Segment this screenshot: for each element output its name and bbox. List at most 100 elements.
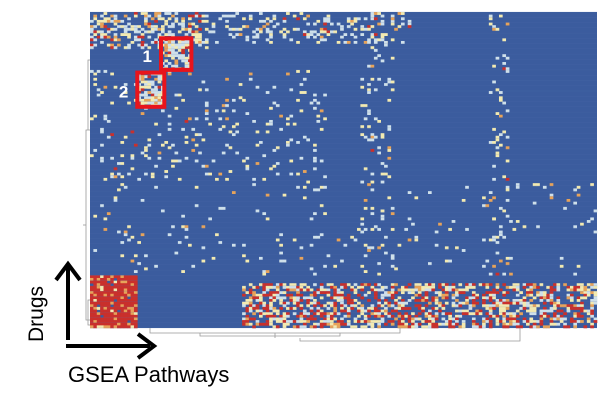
heatmap-cell (336, 299, 341, 302)
heatmap-cell (90, 27, 94, 31)
heatmap-cell (455, 291, 459, 295)
heatmap-cell (580, 291, 584, 295)
heatmap-cell (566, 293, 571, 297)
heatmap-cell (123, 322, 128, 326)
heatmap-cell (242, 312, 246, 316)
heatmap-cell (387, 175, 392, 179)
heatmap-cell (390, 283, 395, 287)
heatmap-cell (157, 93, 162, 97)
heatmap-cell (100, 35, 104, 39)
heatmap-cell (319, 291, 324, 295)
heatmap-cell (522, 285, 527, 289)
heatmap-cell (593, 296, 598, 300)
heatmap-cell (106, 17, 111, 21)
heatmap-cell (488, 304, 493, 308)
heatmap-cell (279, 251, 283, 255)
heatmap-cell (323, 317, 327, 321)
heatmap-cell (299, 306, 304, 310)
heatmap-cell (198, 40, 202, 44)
heatmap-cell (509, 317, 513, 321)
heatmap-cell (117, 283, 121, 287)
heatmap-cell (154, 19, 158, 23)
heatmap-cell (302, 288, 307, 292)
heatmap-cell (110, 38, 114, 42)
heatmap-cell (316, 291, 321, 295)
heatmap-cell (407, 317, 412, 321)
heatmap-cell (539, 283, 544, 287)
heatmap-cell (130, 309, 135, 313)
heatmap-cell (512, 312, 517, 316)
heatmap-cell (272, 291, 277, 295)
heatmap-cell (123, 320, 128, 324)
heatmap-cell (515, 220, 520, 223)
heatmap-cell (133, 277, 138, 281)
heatmap-cell (438, 291, 442, 295)
heatmap-cell (407, 22, 412, 26)
heatmap-cell (96, 299, 101, 302)
heatmap-cell (106, 283, 111, 287)
heatmap-cell (485, 320, 490, 324)
heatmap-cell (177, 46, 182, 50)
heatmap-cell (130, 154, 135, 158)
heatmap-cell (204, 112, 209, 115)
heatmap-cell (157, 96, 162, 100)
heatmap-cell (167, 43, 172, 47)
heatmap-cell (103, 309, 108, 313)
heatmap-cell (451, 301, 456, 305)
heatmap-cell (144, 85, 148, 89)
heatmap-cell (498, 259, 503, 263)
heatmap-cell (367, 246, 371, 250)
heatmap-cell (140, 33, 145, 36)
heatmap-cell (299, 293, 304, 297)
heatmap-cell (231, 125, 236, 129)
heatmap-cell (553, 312, 557, 316)
heatmap-cell (414, 299, 419, 302)
heatmap-cell (529, 309, 534, 313)
heatmap-cell (279, 291, 283, 295)
heatmap-cell (282, 312, 287, 316)
heatmap-cell (275, 317, 280, 321)
heatmap-cell (346, 299, 351, 302)
heatmap-cell (340, 304, 344, 308)
heatmap-cell (147, 25, 152, 29)
heatmap-cell (468, 306, 473, 310)
heatmap-cell (522, 301, 527, 305)
heatmap-cell (144, 146, 148, 150)
heatmap-cell (90, 275, 94, 279)
heatmap-cell (387, 127, 392, 131)
heatmap-cell (370, 325, 375, 329)
heatmap-cell (532, 309, 537, 313)
heatmap-cell (377, 151, 381, 155)
heatmap-cell (539, 309, 544, 313)
heatmap-cell (127, 325, 131, 329)
heatmap-cell (316, 188, 321, 192)
heatmap-cell (177, 177, 182, 181)
heatmap-cell (580, 309, 584, 313)
heatmap-cell (492, 291, 496, 295)
heatmap-cell (110, 19, 114, 23)
heatmap-cell (103, 291, 108, 295)
heatmap-cell (123, 291, 128, 295)
heatmap-cell (323, 27, 327, 31)
heatmap-cell (306, 317, 310, 321)
heatmap-cell (384, 312, 388, 316)
heatmap-cell (333, 30, 338, 34)
heatmap-cell (259, 256, 263, 260)
heatmap-cell (242, 285, 246, 289)
heatmap-cell (93, 312, 98, 316)
heatmap-cell (357, 306, 361, 310)
heatmap-cell (441, 304, 446, 308)
heatmap-cell (103, 275, 108, 279)
heatmap-cell (292, 27, 297, 31)
heatmap-cell (495, 88, 500, 92)
heatmap-cell (123, 285, 128, 289)
heatmap-cell (505, 291, 510, 295)
heatmap-cell (333, 322, 338, 326)
heatmap-cell (120, 241, 125, 245)
heatmap-cell (289, 159, 294, 163)
heatmap-cell (313, 106, 317, 110)
heatmap-cell (502, 293, 507, 297)
heatmap-cell (387, 312, 392, 316)
heatmap-cell (93, 320, 98, 324)
heatmap-cell (133, 283, 138, 287)
